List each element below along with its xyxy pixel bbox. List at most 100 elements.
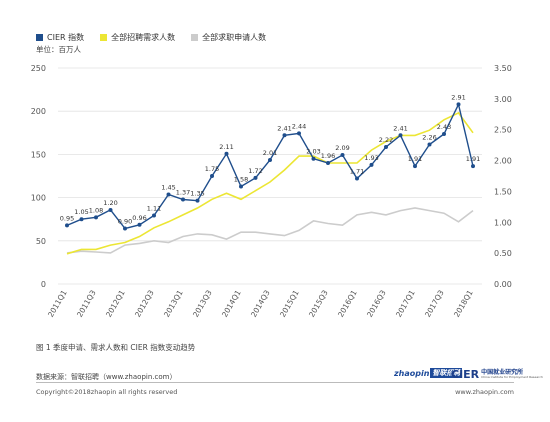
x-tick-label: 2013Q3 bbox=[191, 288, 214, 318]
legend-swatch-cier bbox=[36, 34, 43, 41]
zhaopin-logo: zhaopin 智联招聘 bbox=[394, 368, 463, 378]
cier-data-label: 1.58 bbox=[234, 175, 248, 183]
cier-data-label: 1.05 bbox=[74, 208, 88, 216]
copyright: Copyright©2018zhaopin all rights reserve… bbox=[36, 388, 178, 396]
cier-data-point bbox=[152, 213, 156, 218]
cier-data-point bbox=[181, 197, 185, 202]
cier-data-label: 2.41 bbox=[393, 124, 407, 132]
cier-data-point bbox=[456, 102, 461, 107]
cier-data-point bbox=[166, 192, 171, 197]
cier-data-point bbox=[326, 161, 330, 166]
legend-item-applicants: 全部求职申请人数 bbox=[191, 32, 266, 43]
legend-label-cier: CIER 指数 bbox=[47, 33, 85, 42]
legend-label-demand: 全部招聘需求人数 bbox=[111, 33, 176, 42]
x-tick-label: 2018Q1 bbox=[452, 288, 475, 318]
x-tick-label: 2016Q3 bbox=[365, 288, 388, 318]
legend-item-demand: 全部招聘需求人数 bbox=[100, 32, 175, 43]
y-left-tick-label: 250 bbox=[31, 64, 46, 73]
cier-data-point bbox=[253, 175, 258, 180]
cier-data-label: 0.90 bbox=[118, 217, 132, 225]
y-right-tick-label: 0.00 bbox=[494, 280, 512, 289]
demand-series-line bbox=[66, 111, 474, 255]
y-left-tick-label: 0 bbox=[41, 280, 46, 289]
cier-data-label: 2.03 bbox=[306, 148, 320, 156]
footer-divider bbox=[36, 382, 514, 383]
x-tick-label: 2016Q1 bbox=[336, 288, 359, 318]
y-left-tick-label: 50 bbox=[36, 237, 46, 246]
cier-data-point bbox=[79, 217, 84, 222]
x-tick-label: 2015Q3 bbox=[307, 288, 330, 318]
zhaopin-logo-text: zhaopin bbox=[394, 368, 430, 378]
cier-logo-en: China Institute for Employment Research bbox=[481, 375, 543, 379]
cier-logo: CIER 中国就业研究所 China Institute for Employm… bbox=[451, 368, 543, 381]
y-right-tick-label: 0.50 bbox=[494, 249, 512, 258]
cier-logo-cn: 中国就业研究所 bbox=[481, 369, 524, 376]
cier-data-label: 0.96 bbox=[132, 214, 146, 222]
cier-data-point bbox=[311, 156, 316, 161]
x-tick-label: 2014Q1 bbox=[220, 288, 243, 318]
cier-data-label: 1.20 bbox=[103, 199, 117, 207]
legend-item-cier: CIER 指数 bbox=[36, 32, 84, 43]
y-right-tick-label: 3.00 bbox=[494, 95, 512, 104]
cier-data-point bbox=[239, 184, 243, 189]
cier-data-label: 1.93 bbox=[364, 154, 378, 162]
cier-logo-text: CIER bbox=[451, 368, 480, 381]
cier-data-point bbox=[384, 144, 388, 149]
legend-swatch-applicants bbox=[191, 34, 199, 41]
legend-swatch-demand bbox=[100, 34, 108, 41]
legend: CIER 指数 全部招聘需求人数 全部求职申请人数 bbox=[36, 32, 266, 43]
y-right-tick-label: 2.00 bbox=[494, 157, 512, 166]
cier-data-point bbox=[297, 131, 301, 136]
cier-data-point bbox=[340, 153, 345, 158]
cier-data-label: 1.35 bbox=[190, 190, 204, 198]
x-tick-label: 2015Q1 bbox=[278, 288, 301, 318]
cier-data-point bbox=[224, 151, 229, 156]
y-right-tick-label: 1.00 bbox=[494, 218, 512, 227]
cier-data-label: 2.41 bbox=[277, 124, 291, 132]
x-tick-label: 2014Q3 bbox=[249, 288, 272, 318]
y-right-tick-label: 3.50 bbox=[494, 64, 512, 73]
applicants-series-line bbox=[66, 207, 474, 254]
y-left-tick-label: 150 bbox=[31, 150, 46, 159]
cier-data-point bbox=[442, 132, 446, 137]
site-url: www.zhaopin.com bbox=[455, 388, 514, 396]
y-right-tick-label: 1.50 bbox=[494, 187, 512, 196]
y-right-tick-label: 2.50 bbox=[494, 126, 512, 135]
cier-data-point bbox=[282, 133, 287, 138]
zhaopin-logo-mark: 智联招聘 bbox=[430, 368, 463, 378]
x-tick-label: 2013Q1 bbox=[162, 288, 185, 318]
cier-data-label: 1.96 bbox=[321, 152, 335, 160]
cier-data-label: 2.22 bbox=[379, 136, 393, 144]
cier-data-label: 1.72 bbox=[248, 167, 262, 175]
cier-data-point bbox=[268, 157, 272, 162]
cier-data-point bbox=[108, 207, 113, 212]
cier-data-point bbox=[413, 164, 417, 169]
cier-data-point bbox=[123, 226, 127, 231]
cier-data-label: 0.95 bbox=[60, 214, 74, 222]
cier-data-point bbox=[137, 222, 142, 227]
cier-data-point bbox=[471, 164, 475, 169]
cier-data-point bbox=[369, 162, 374, 167]
cier-data-label: 1.91 bbox=[408, 155, 422, 163]
cier-data-label: 2.11 bbox=[219, 143, 233, 151]
cier-data-label: 2.91 bbox=[451, 93, 465, 101]
data-source: 数据来源：智联招聘（www.zhaopin.com） bbox=[36, 373, 177, 381]
x-tick-label: 2011Q3 bbox=[75, 288, 98, 318]
y-left-tick-label: 100 bbox=[31, 194, 46, 203]
cier-data-point bbox=[398, 133, 403, 138]
unit-label: 单位：百万人 bbox=[36, 45, 81, 54]
cier-data-label: 1.37 bbox=[176, 188, 190, 196]
cier-data-point bbox=[94, 215, 98, 220]
cier-logo-sub: 中国就业研究所 China Institute for Employment R… bbox=[481, 370, 543, 379]
y-left-tick-label: 200 bbox=[31, 107, 46, 116]
cier-data-label: 2.44 bbox=[292, 122, 306, 130]
cier-data-label: 1.08 bbox=[89, 206, 103, 214]
x-tick-label: 2011Q1 bbox=[46, 288, 69, 318]
cier-data-point bbox=[65, 223, 69, 228]
cier-data-label: 1.75 bbox=[205, 165, 219, 173]
cier-data-label: 1.91 bbox=[466, 155, 480, 163]
chart: 0 50 100 150 200 250 0.00 0.50 1.00 1.50 2.00 2.50 3… bbox=[31, 64, 512, 319]
cier-data-point bbox=[427, 142, 432, 147]
x-tick-label: 2017Q3 bbox=[423, 288, 446, 318]
cier-data-label: 1.11 bbox=[147, 204, 161, 212]
